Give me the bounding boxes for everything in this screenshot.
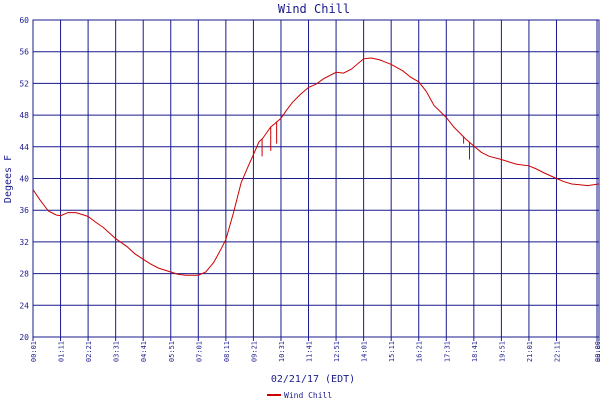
x-tick-label: 07:01 xyxy=(195,341,203,362)
x-tick-label: 16:21 xyxy=(416,341,424,362)
y-tick-label: 60 xyxy=(19,16,29,25)
x-tick-label: 14:01 xyxy=(361,341,369,362)
y-tick-label: 52 xyxy=(19,79,29,88)
x-tick-label: 01:11 xyxy=(58,341,66,362)
x-tick-label: 10:31 xyxy=(278,341,286,362)
y-tick-label: 28 xyxy=(19,270,29,279)
y-tick-label: 48 xyxy=(19,111,29,120)
x-tick-label: 05:51 xyxy=(168,341,176,362)
y-tick-label: 56 xyxy=(19,48,29,57)
x-tick-label: 02:21 xyxy=(85,341,93,362)
x-tick-label: 15:11 xyxy=(388,341,396,362)
x-axis-label: 02/21/17 (EDT) xyxy=(271,374,355,385)
x-tick-label: 04:41 xyxy=(140,341,148,362)
x-tick-label: 03:31 xyxy=(113,341,121,362)
x-tick-label: 18:41 xyxy=(471,341,479,362)
x-tick-label: 00:01 xyxy=(30,341,38,362)
x-tick-label: 00:00 xyxy=(594,341,600,362)
x-tick-label: 08:11 xyxy=(223,341,231,362)
x-tick-label: 09:21 xyxy=(250,341,258,362)
y-tick-label: 36 xyxy=(19,206,29,215)
y-tick-label: 32 xyxy=(19,238,29,247)
y-axis-ticks: 20 24 28 32 36 40 44 48 52 56 60 xyxy=(19,16,29,342)
y-tick-label: 44 xyxy=(19,143,29,152)
chart-title: Wind Chill xyxy=(278,2,350,16)
y-tick-label: 40 xyxy=(19,175,29,184)
x-tick-label: 19:51 xyxy=(498,341,506,362)
y-tick-label: 20 xyxy=(19,333,29,342)
series-dips xyxy=(261,122,471,160)
x-tick-label: 17:31 xyxy=(443,341,451,362)
x-tick-label: 22:11 xyxy=(553,341,561,362)
y-tick-label: 24 xyxy=(19,301,29,310)
legend-label-wind-chill: Wind Chill xyxy=(284,391,332,400)
x-tick-label: 00:01 xyxy=(596,341,600,362)
x-axis-ticks: 00:01 01:11 02:21 03:31 04:41 05:51 07:01 08:11… xyxy=(30,337,600,362)
x-tick-label: 21:01 xyxy=(526,341,534,362)
x-tick-label: 12:51 xyxy=(333,341,341,362)
x-tick-label: 11:41 xyxy=(306,341,314,362)
series-line-wind-chill xyxy=(32,57,599,276)
plot-area-frame xyxy=(32,19,600,338)
y-axis-label: Degees F xyxy=(3,155,14,203)
